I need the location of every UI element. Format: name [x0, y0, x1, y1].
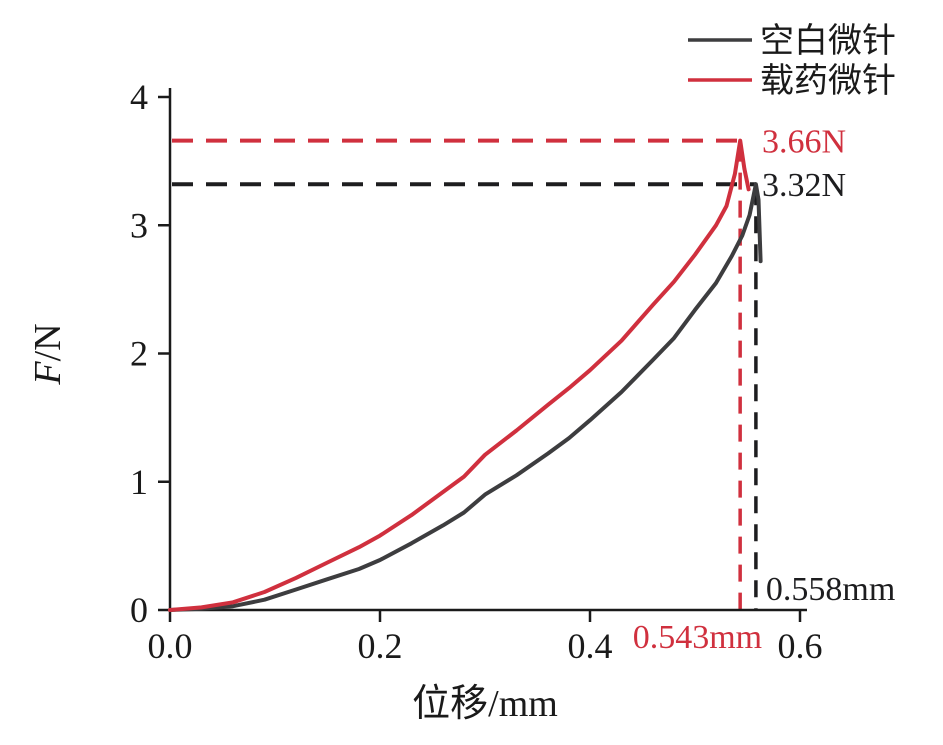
y-tick-label: 1 [130, 462, 148, 502]
y-tick-label: 0 [130, 590, 148, 630]
curve-drug-loaded-microneedle [168, 138, 751, 612]
y-axis-title: F/N [27, 323, 69, 385]
peak-displacement-label-blank-microneedle: 0.558mm [766, 571, 895, 608]
x-tick-label: 0.0 [148, 626, 193, 666]
x-tick-label: 0.6 [778, 626, 823, 666]
curve-blank-microneedle [168, 182, 763, 612]
x-axis-title: 位移/mm [412, 683, 558, 725]
peak-displacement-label-drug-loaded-microneedle: 0.543mm [633, 619, 762, 656]
peak-force-label-blank-microneedle: 3.32N [762, 167, 846, 204]
legend-label-0: 空白微针 [760, 22, 896, 60]
x-tick-label: 0.2 [358, 626, 403, 666]
x-tick-label: 0.4 [568, 626, 613, 666]
legend-label-1: 载药微针 [760, 62, 896, 100]
y-tick-label: 3 [130, 205, 148, 245]
y-tick-label: 4 [130, 77, 148, 117]
peak-force-label-drug-loaded-microneedle: 3.66N [762, 124, 846, 161]
y-tick-label: 2 [130, 334, 148, 374]
